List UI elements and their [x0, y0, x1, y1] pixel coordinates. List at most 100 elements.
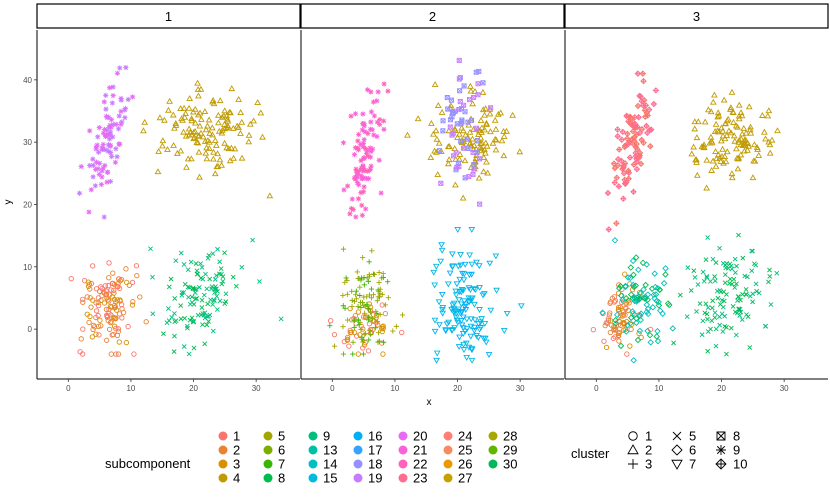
data-point-cluster-1: [101, 300, 108, 306]
data-point-cluster-10: [630, 141, 638, 149]
data-point-cluster-7: [463, 316, 471, 323]
color-legend-key: [308, 473, 318, 483]
data-point-cluster-5: [684, 314, 690, 320]
data-point-cluster-9: [114, 70, 120, 76]
data-point-cluster-2: [434, 102, 442, 108]
x-tick-label: 0: [66, 384, 71, 393]
data-point-cluster-7: [468, 347, 476, 354]
data-point-cluster-2: [458, 139, 466, 146]
data-point-cluster-7: [458, 309, 466, 316]
data-point-cluster-8: [488, 105, 494, 111]
data-point-cluster-2: [481, 111, 488, 118]
data-point-cluster-9: [117, 65, 123, 71]
color-legend-key: [308, 445, 318, 455]
data-point-cluster-2: [749, 174, 757, 181]
data-point-cluster-5: [732, 256, 738, 262]
data-point-cluster-5: [194, 296, 200, 301]
color-legend-key: [263, 445, 273, 455]
data-point-cluster-5: [734, 310, 740, 316]
data-point-cluster-7: [473, 259, 480, 266]
data-point-cluster-8: [447, 117, 453, 123]
data-point-cluster-2: [209, 131, 216, 138]
y-tick-label: 40: [23, 76, 32, 85]
data-point-cluster-3: [358, 277, 364, 283]
color-legend-label: 1: [233, 429, 240, 444]
data-point-cluster-9: [76, 190, 83, 196]
data-point-cluster-6: [630, 271, 637, 279]
data-point-cluster-10: [618, 136, 625, 143]
data-point-cluster-1: [77, 349, 83, 355]
data-point-cluster-8: [456, 76, 462, 82]
color-legend-label: 29: [503, 443, 517, 458]
data-point-cluster-2: [185, 104, 193, 111]
data-point-cluster-9: [351, 151, 358, 158]
data-point-cluster-9: [355, 147, 362, 153]
data-point-cluster-2: [246, 120, 254, 127]
data-point-cluster-8: [440, 118, 446, 124]
data-point-cluster-9: [358, 190, 364, 196]
data-point-cluster-8: [454, 121, 460, 127]
data-point-cluster-1: [617, 304, 623, 310]
data-point-cluster-2: [203, 155, 211, 162]
x-tick-label: 10: [390, 384, 399, 393]
data-point-cluster-7: [433, 357, 440, 364]
data-point-cluster-2: [466, 128, 474, 135]
data-point-cluster-1: [103, 306, 110, 313]
data-point-cluster-2: [715, 151, 722, 158]
data-point-cluster-5: [168, 276, 174, 282]
data-point-cluster-1: [125, 323, 131, 330]
data-point-cluster-3: [331, 343, 338, 349]
data-point-cluster-5: [191, 302, 197, 307]
data-point-cluster-10: [611, 164, 619, 172]
data-point-cluster-5: [164, 320, 170, 326]
data-point-cluster-1: [97, 317, 103, 323]
data-point-cluster-5: [192, 290, 198, 296]
data-point-cluster-10: [641, 113, 649, 120]
data-point-cluster-9: [367, 126, 373, 132]
data-point-cluster-2: [717, 137, 725, 144]
data-point-cluster-2: [735, 138, 743, 145]
data-point-cluster-5: [172, 319, 178, 325]
data-point-cluster-1: [105, 282, 111, 289]
data-point-cluster-8: [456, 57, 462, 63]
data-point-cluster-3: [340, 246, 347, 252]
data-point-cluster-2: [469, 135, 476, 142]
data-point-cluster-2: [140, 127, 147, 134]
data-point-cluster-2: [487, 128, 494, 135]
data-point-cluster-5: [218, 271, 224, 277]
data-point-cluster-5: [729, 266, 735, 272]
data-point-cluster-2: [717, 157, 725, 164]
data-point-cluster-5: [173, 258, 179, 264]
data-point-cluster-1: [622, 326, 628, 332]
data-point-cluster-1: [117, 278, 123, 284]
data-point-cluster-2: [206, 129, 214, 136]
facet-strip: [564, 3, 829, 29]
data-point-cluster-9: [365, 153, 371, 159]
data-point-cluster-2: [712, 148, 719, 155]
data-point-cluster-5: [713, 326, 719, 332]
data-point-cluster-5: [717, 245, 722, 251]
data-point-cluster-10: [641, 96, 648, 104]
data-point-cluster-1: [88, 304, 94, 310]
data-point-cluster-9: [348, 113, 354, 119]
data-point-cluster-5: [703, 257, 709, 263]
data-point-cluster-2: [221, 125, 229, 132]
data-point-cluster-9: [360, 189, 367, 195]
data-point-cluster-2: [711, 128, 719, 134]
data-point-cluster-5: [767, 273, 773, 279]
data-point-cluster-9: [100, 141, 106, 148]
data-point-cluster-9: [93, 166, 99, 173]
data-point-cluster-5: [700, 269, 706, 275]
data-point-cluster-1: [101, 290, 108, 296]
data-point-cluster-2: [461, 157, 469, 164]
data-point-cluster-1: [603, 344, 610, 351]
color-legend-key: [398, 445, 408, 455]
data-point-cluster-2: [466, 139, 474, 146]
data-point-cluster-2: [500, 152, 508, 159]
data-point-cluster-8: [461, 145, 467, 151]
data-point-cluster-7: [431, 317, 439, 324]
shape-legend-key-plus: [628, 459, 638, 469]
data-point-cluster-2: [742, 129, 750, 136]
data-point-cluster-9: [96, 149, 102, 155]
data-point-cluster-3: [376, 279, 382, 286]
